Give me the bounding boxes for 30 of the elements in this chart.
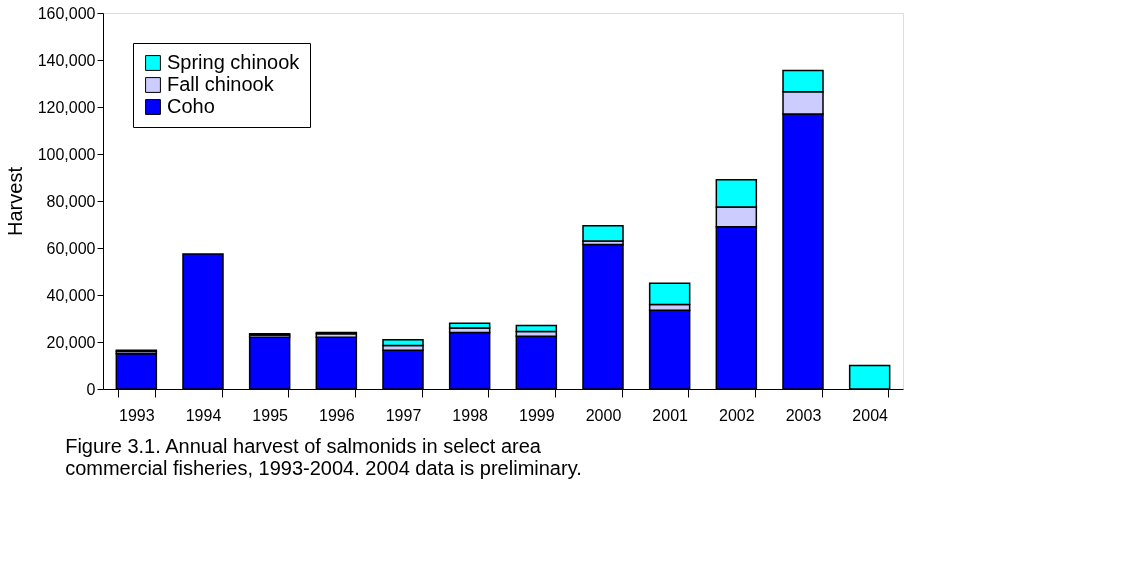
x-tick-label: 1994	[185, 406, 222, 424]
y-tick-label: 120,000	[37, 98, 96, 116]
legend-label: Coho	[167, 95, 215, 117]
y-tick-label: 0	[86, 380, 96, 398]
y-tick-label: 80,000	[46, 192, 96, 210]
x-tick-label: 1998	[452, 406, 489, 424]
x-tick-label: 2004	[852, 406, 889, 424]
bar	[582, 224, 624, 242]
y-tick-label: 40,000	[46, 286, 96, 304]
y-axis-title: Harvest	[3, 166, 26, 236]
y-tick-label: 140,000	[37, 51, 96, 69]
x-tick-label: 1995	[252, 406, 289, 424]
x-tick-label: 2003	[785, 406, 822, 424]
caption: Figure 3.1. Annual harvest of salmonids in select area commercial fisheries, 1993-2004. 2004 data is preliminary.	[65, 435, 582, 479]
x-tick-label: 1996	[319, 406, 355, 424]
x-tick-label: 1997	[385, 406, 422, 424]
x-tick-label: 2001	[652, 406, 689, 424]
bar	[448, 322, 491, 329]
legend-label: Spring chinook	[167, 51, 301, 73]
x-tick-label: 2000	[585, 406, 622, 424]
y-tick-label: 20,000	[46, 333, 96, 351]
bar	[515, 324, 558, 333]
bar	[382, 338, 424, 347]
y-tick-label: 100,000	[37, 145, 96, 163]
legend-label: Fall chinook	[167, 73, 275, 95]
x-tick-label: 1993	[119, 406, 155, 424]
x-tick-label: 1999	[519, 406, 555, 424]
x-tick-label: 2002	[719, 406, 755, 424]
y-tick-label: 60,000	[46, 239, 96, 257]
y-tick-label: 160,000	[37, 4, 96, 22]
